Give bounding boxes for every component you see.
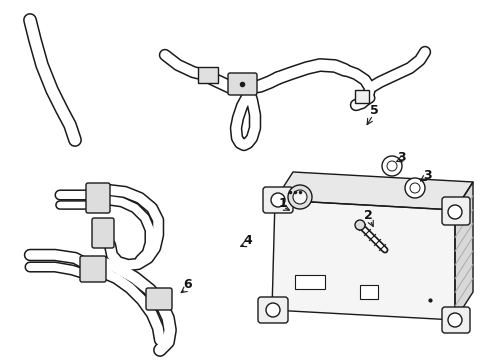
FancyBboxPatch shape [258, 297, 287, 323]
Text: 3: 3 [422, 168, 430, 181]
Circle shape [404, 178, 424, 198]
FancyBboxPatch shape [263, 187, 292, 213]
Circle shape [292, 190, 306, 204]
Circle shape [409, 183, 419, 193]
Polygon shape [454, 182, 472, 320]
Text: 3: 3 [397, 150, 406, 163]
Text: 2: 2 [363, 208, 372, 221]
Polygon shape [271, 200, 454, 320]
FancyBboxPatch shape [80, 256, 106, 282]
Circle shape [270, 193, 285, 207]
Circle shape [287, 185, 311, 209]
FancyBboxPatch shape [92, 218, 114, 248]
Circle shape [386, 161, 396, 171]
Bar [294, 275, 325, 289]
Text: 6: 6 [183, 279, 192, 292]
Circle shape [447, 205, 461, 219]
Circle shape [381, 156, 401, 176]
Polygon shape [274, 172, 472, 210]
Circle shape [265, 303, 280, 317]
FancyBboxPatch shape [441, 197, 469, 225]
FancyBboxPatch shape [146, 288, 172, 310]
Bar [359, 285, 377, 299]
Circle shape [447, 313, 461, 327]
Circle shape [354, 220, 364, 230]
Text: 1: 1 [278, 197, 287, 210]
FancyBboxPatch shape [227, 73, 257, 95]
Text: 5: 5 [369, 104, 378, 117]
Bar [198, 67, 218, 83]
FancyBboxPatch shape [86, 183, 110, 213]
FancyBboxPatch shape [441, 307, 469, 333]
Text: 4: 4 [243, 234, 252, 247]
Bar [354, 90, 368, 103]
